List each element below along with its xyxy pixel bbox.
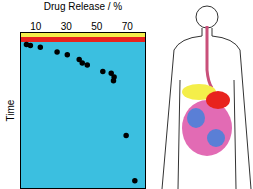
svg-text:30: 30 (61, 21, 73, 32)
svg-text:10: 10 (30, 21, 42, 32)
svg-text:70: 70 (122, 21, 134, 32)
svg-text:Time: Time (5, 99, 16, 121)
svg-text:Drug Release / %: Drug Release / % (44, 1, 122, 12)
svg-text:50: 50 (91, 21, 103, 32)
